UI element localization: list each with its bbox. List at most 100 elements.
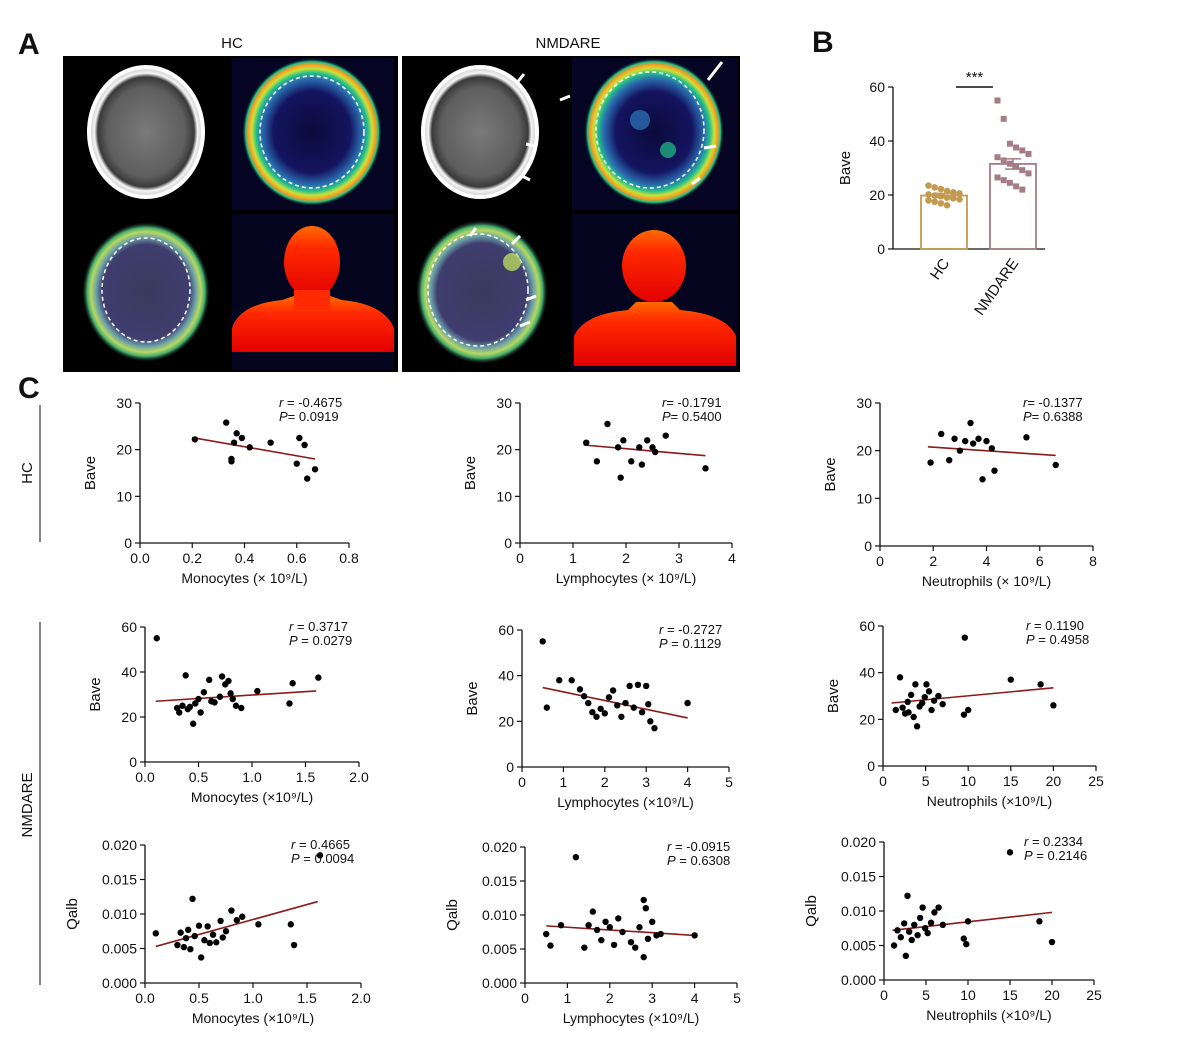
bar-data-point	[931, 192, 938, 199]
scatter-point	[902, 952, 910, 960]
scatter-y-tick-label: 10	[496, 488, 512, 504]
scatter-point	[643, 682, 650, 690]
scatter-x-tick-label: 0.0	[135, 990, 155, 1006]
scatter-point	[914, 931, 921, 939]
scatter-y-axis-label: Qalb	[444, 899, 461, 931]
correlation-p-text: P= 0.6388	[1023, 409, 1083, 424]
scatter-point	[216, 693, 224, 700]
correlation-r-text: r = 0.2334	[1024, 834, 1083, 849]
scatter-point	[233, 917, 240, 924]
scatter-x-tick-label: 5	[733, 990, 741, 1006]
scatter-y-tick-label: 0.015	[102, 872, 137, 888]
scatter-point	[1036, 918, 1043, 925]
scatter-point	[238, 434, 246, 442]
correlation-r-text: r= -0.1377	[1023, 395, 1083, 410]
scatter-y-tick-label: 0.015	[482, 873, 517, 889]
scatter-point	[960, 711, 968, 718]
scatter-y-axis-label: Bave	[825, 679, 842, 713]
scatter-x-tick-label: 0	[876, 553, 884, 569]
scatter-point	[967, 419, 974, 427]
scatter-y-tick-label: 10	[856, 490, 872, 506]
scatter-point	[267, 439, 274, 446]
scatter-x-tick-label: 10	[960, 987, 976, 1003]
scatter-x-tick-label: 10	[960, 773, 976, 789]
scatter-point	[177, 929, 184, 936]
bar-y-axis-label: Bave	[837, 151, 854, 185]
scatter-x-tick-label: 2	[622, 550, 630, 566]
scatter-x-tick-label: 4	[684, 774, 692, 790]
scatter-plot: 0.0 0.2 0.4 0.6 0.8 0 10 20 30 Monocytes (× 10⁹/L…	[82, 395, 359, 586]
scatter-point	[580, 693, 588, 700]
scatter-x-tick-label: 5	[922, 773, 930, 789]
scatter-x-axis-label: Lymphocytes (×10⁹/L)	[563, 1010, 700, 1026]
scatter-x-tick-label: 25	[1088, 773, 1104, 789]
hc-fused-image	[82, 222, 210, 362]
bar-data-point	[1013, 163, 1020, 170]
scatter-point	[684, 699, 691, 707]
bar-data-point	[943, 194, 951, 201]
scatter-x-tick-label: 5	[922, 987, 930, 1003]
scatter-point	[939, 700, 946, 708]
scatter-x-tick-label: 0.4	[235, 550, 255, 566]
bar-data-point	[925, 197, 932, 204]
scatter-x-tick-label: 20	[1044, 987, 1060, 1003]
panel-a-col-label-hc: HC	[221, 35, 243, 52]
scatter-point	[589, 709, 596, 716]
scatter-point	[904, 892, 911, 900]
scatter-y-tick-label: 0	[124, 535, 132, 551]
regression-line	[155, 900, 319, 948]
bar-data-point	[1006, 140, 1013, 147]
scatter-point	[597, 705, 604, 712]
scatter-x-tick-label: 2.0	[351, 990, 371, 1006]
scatter-x-axis-label: Neutrophils (× 10⁹/L)	[922, 573, 1051, 589]
scatter-point	[581, 944, 588, 951]
scatter-point	[1048, 938, 1056, 946]
scatter-x-tick-label: 2.0	[349, 769, 369, 785]
scatter-point	[576, 686, 584, 693]
panel-a-images: HC NMDARE	[63, 35, 740, 372]
scatter-x-tick-label: 2	[929, 553, 937, 569]
scatter-point	[938, 430, 945, 438]
scatter-point	[626, 682, 633, 690]
scatter-point	[921, 925, 929, 932]
scatter-point	[290, 941, 298, 949]
scatter-y-axis-label: Bave	[82, 456, 99, 490]
scatter-plot: 0 1 2 3 4 5 0.000 0.005 0.010 0.015 0.020 Lymphocyt…	[444, 839, 741, 1026]
bar-data-point	[937, 200, 945, 207]
scatter-point	[593, 713, 600, 720]
bar-data-point	[931, 198, 938, 206]
bar-data-point	[1013, 183, 1020, 190]
scatter-point	[916, 914, 924, 922]
scatter-y-tick-label: 0.010	[482, 907, 517, 923]
scatter-point	[206, 676, 213, 684]
scatter-y-tick-label: 0.020	[841, 834, 876, 850]
scatter-x-tick-label: 2	[601, 774, 609, 790]
scatter-point	[906, 928, 913, 935]
scatter-y-tick-label: 0.000	[841, 972, 876, 988]
scatter-point	[928, 706, 935, 714]
scatter-point	[636, 444, 643, 451]
scatter-point	[965, 706, 972, 714]
scatter-point	[1007, 676, 1014, 683]
bar-data-point	[1000, 115, 1007, 122]
scatter-point	[593, 926, 601, 934]
scatter-point	[975, 435, 982, 442]
scatter-point	[946, 457, 953, 464]
scatter-y-axis-label: Bave	[822, 457, 839, 491]
scatter-y-tick-label: 40	[121, 664, 137, 680]
scatter-x-tick-label: 0.2	[183, 550, 203, 566]
scatter-point	[979, 476, 986, 483]
scatter-point	[1050, 702, 1057, 709]
scatter-point	[179, 702, 186, 709]
scatter-point	[651, 448, 659, 456]
scatter-point	[930, 697, 938, 704]
scatter-point	[186, 703, 194, 711]
scatter-x-axis-label: Lymphocytes (×10⁹/L)	[557, 794, 694, 810]
scatter-x-tick-label: 0	[880, 987, 888, 1003]
nmdare-pet-image	[572, 58, 738, 210]
scatter-point	[1006, 849, 1014, 856]
scatter-plot: 0 5 10 15 20 25 0.000 0.005 0.010 0.015 0.020 Neutr…	[803, 834, 1102, 1023]
scatter-point	[153, 635, 160, 642]
scatter-point	[628, 458, 635, 465]
scatter-y-tick-label: 0.000	[482, 975, 517, 991]
